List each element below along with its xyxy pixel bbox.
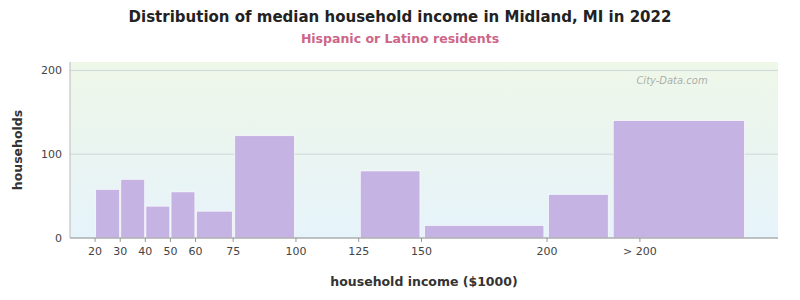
x-tick <box>421 238 422 242</box>
watermark: City-Data.com <box>636 75 708 86</box>
bar <box>121 179 145 238</box>
bar <box>171 192 195 238</box>
x-tick <box>145 238 146 242</box>
y-axis-label: households <box>10 110 25 190</box>
y-axis-line <box>70 62 71 238</box>
x-tick-label: 40 <box>138 245 152 258</box>
x-tick <box>639 238 640 242</box>
x-tick <box>95 238 96 242</box>
x-axis-label: household income ($1000) <box>330 274 517 289</box>
x-tick-label: 150 <box>411 245 432 258</box>
x-tick <box>358 238 359 242</box>
chart-container: Distribution of median household income … <box>0 0 800 300</box>
x-tick-label: 100 <box>285 245 306 258</box>
x-tick-label: 200 <box>537 245 558 258</box>
bar <box>425 225 544 238</box>
grid-line <box>70 70 778 71</box>
bar <box>549 194 609 238</box>
bar <box>96 189 120 238</box>
bar <box>146 206 170 238</box>
bar <box>196 211 232 238</box>
x-tick-label: 125 <box>348 245 369 258</box>
y-tick-label: 0 <box>55 232 62 245</box>
y-tick-label: 100 <box>41 148 62 161</box>
bar <box>360 171 420 238</box>
x-tick <box>170 238 171 242</box>
page: {"chart_data": {"type": "histogram", "ti… <box>0 0 800 300</box>
x-tick-label: > 200 <box>623 245 657 258</box>
x-tick <box>120 238 121 242</box>
x-axis-line <box>70 238 778 239</box>
x-tick-label: 30 <box>113 245 127 258</box>
subtitle: Hispanic or Latino residents <box>301 31 499 46</box>
x-tick-label: 50 <box>163 245 177 258</box>
chart: Distribution of median household income … <box>0 0 800 300</box>
y-tick-label: 200 <box>41 64 62 77</box>
x-tick-label: 60 <box>189 245 203 258</box>
x-tick <box>295 238 296 242</box>
bar <box>613 121 744 238</box>
title: Distribution of median household income … <box>129 8 672 26</box>
x-tick-label: 20 <box>88 245 102 258</box>
plot-background <box>70 62 778 238</box>
y-grid <box>70 70 778 238</box>
x-tick <box>547 238 548 242</box>
grid-line <box>70 238 778 239</box>
x-tick <box>195 238 196 242</box>
bars <box>96 121 745 238</box>
x-tick <box>233 238 234 242</box>
x-tick-label: 75 <box>226 245 240 258</box>
bar <box>235 136 295 238</box>
